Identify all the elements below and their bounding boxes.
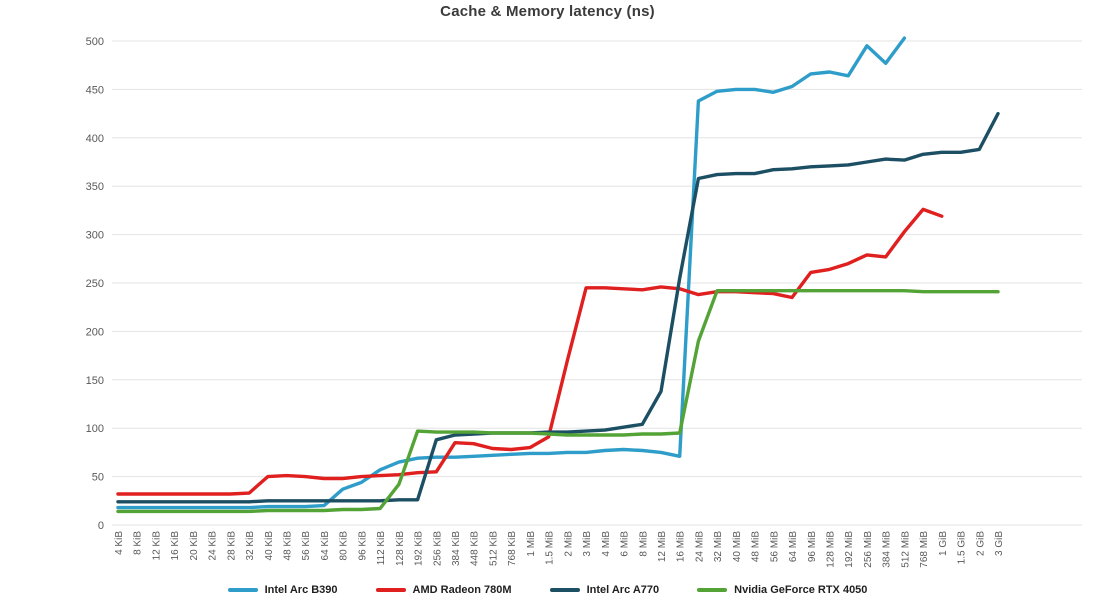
legend-line-swatch-icon [697, 588, 728, 592]
x-axis-tick-label: 3 GiB [994, 531, 1005, 556]
x-axis-tick-label: 4 MiB [601, 531, 612, 557]
x-axis-tick-label: 1.5 GiB [957, 531, 968, 565]
legend-item: Nvidia GeForce RTX 4050 [697, 584, 867, 596]
x-axis-tick-label: 48 KiB [283, 531, 294, 561]
x-axis-tick-label: 8 KiB [133, 531, 144, 555]
x-axis-tick-label: 56 KiB [301, 531, 312, 561]
x-axis-tick-label: 40 KiB [264, 531, 275, 561]
y-axis-tick-label: 350 [86, 181, 104, 193]
x-axis-tick-label: 384 MiB [882, 531, 893, 568]
x-axis-tick-label: 6 MiB [620, 531, 631, 557]
x-axis-tick-label: 56 MiB [769, 531, 780, 562]
x-axis-tick-label: 384 KiB [451, 531, 462, 566]
x-axis-tick-label: 192 KiB [414, 531, 425, 566]
x-axis-tick-label: 256 MiB [863, 531, 874, 568]
x-axis-tick-label: 4 KiB [114, 531, 125, 555]
y-axis-tick-label: 100 [86, 423, 104, 435]
x-axis-tick-label: 16 MiB [676, 531, 687, 562]
x-axis-tick-label: 512 MiB [900, 531, 911, 568]
x-axis-tick-label: 40 MiB [732, 531, 743, 562]
x-axis-tick-label: 112 KiB [376, 531, 387, 566]
x-axis-tick-label: 80 KiB [339, 531, 350, 561]
legend-line-swatch-icon [375, 588, 406, 592]
x-axis-tick-label: 96 KiB [357, 531, 368, 561]
x-axis-tick-label: 16 KiB [170, 531, 181, 561]
y-axis-tick-label: 50 [92, 472, 104, 484]
x-axis-tick-label: 64 KiB [320, 531, 331, 561]
x-axis-tick-label: 96 MiB [807, 531, 818, 562]
x-axis-tick-label: 64 MiB [788, 531, 799, 562]
x-axis-tick-label: 128 MiB [825, 531, 836, 568]
y-axis-tick-label: 500 [86, 36, 104, 48]
y-axis-tick-label: 400 [86, 133, 104, 145]
series-line-amd-radeon-780m [116, 207, 944, 496]
x-axis-tick-label: 8 MiB [638, 531, 649, 557]
series-line-nvidia-geforce-rtx-4050 [116, 289, 1000, 514]
x-axis-tick-label: 768 MiB [919, 531, 930, 568]
x-axis-tick-label: 256 KiB [432, 531, 443, 566]
legend-line-swatch-icon [549, 588, 580, 592]
x-axis-tick-label: 448 KiB [470, 531, 481, 566]
chart-legend: Intel Arc B390 AMD Radeon 780M Intel Arc A… [0, 584, 1095, 596]
legend-label: Intel Arc A770 [586, 584, 660, 596]
x-axis-tick-label: 20 KiB [189, 531, 200, 561]
y-axis-tick-label: 250 [86, 278, 104, 290]
legend-line-swatch-icon [227, 588, 258, 592]
x-axis-tick-label: 192 MiB [844, 531, 855, 568]
x-axis-tick-label: 32 MiB [713, 531, 724, 562]
x-axis-tick-label: 512 KiB [488, 531, 499, 566]
x-axis-tick-label: 1.5 MiB [545, 531, 556, 565]
x-axis-tick-label: 3 MiB [582, 531, 593, 557]
x-axis-tick-label: 128 KiB [395, 531, 406, 566]
x-axis-tick-label: 2 MiB [563, 531, 574, 557]
y-axis-tick-label: 150 [86, 375, 104, 387]
y-axis-tick-label: 0 [98, 520, 104, 532]
x-axis-tick-label: 1 GiB [938, 531, 949, 556]
x-axis-tick-label: 48 MiB [751, 531, 762, 562]
x-axis-tick-label: 2 GiB [975, 531, 986, 556]
y-axis-tick-label: 300 [86, 230, 104, 242]
y-axis-tick-label: 450 [86, 84, 104, 96]
x-axis-tick-label: 768 KiB [507, 531, 518, 566]
x-axis-tick-label: 24 MiB [694, 531, 705, 562]
legend-item: AMD Radeon 780M [375, 584, 512, 596]
legend-label: AMD Radeon 780M [412, 584, 512, 596]
series-line-intel-arc-a770 [116, 111, 1000, 504]
x-axis-tick-label: 12 KiB [151, 531, 162, 561]
series-line-intel-arc-b390 [116, 36, 907, 510]
x-axis-tick-label: 24 KiB [208, 531, 219, 561]
legend-item: Intel Arc A770 [549, 584, 660, 596]
legend-label: Intel Arc B390 [264, 584, 338, 596]
chart-title: Cache & Memory latency (ns) [440, 3, 655, 20]
legend-label: Nvidia GeForce RTX 4050 [734, 584, 868, 596]
x-axis-tick-label: 32 KiB [245, 531, 256, 561]
y-axis-tick-label: 200 [86, 326, 104, 338]
x-axis-tick-label: 1 MiB [526, 531, 537, 557]
x-axis-tick-label: 28 KiB [226, 531, 237, 561]
legend-item: Intel Arc B390 [227, 584, 338, 596]
x-axis-tick-label: 12 MiB [657, 531, 668, 562]
